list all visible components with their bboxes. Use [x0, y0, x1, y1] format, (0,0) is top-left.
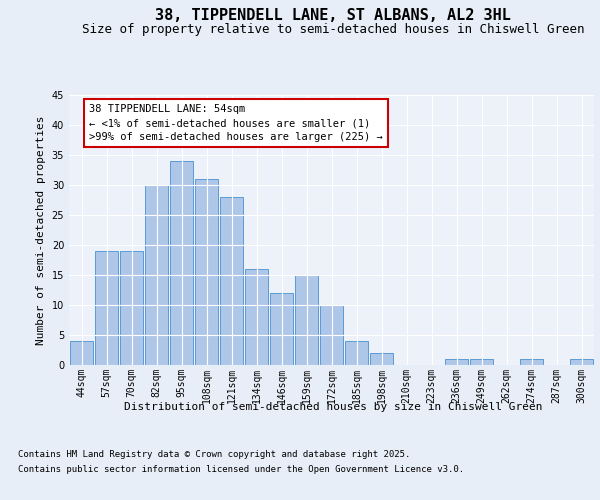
Bar	[245, 269, 268, 365]
Bar	[145, 185, 169, 365]
Bar	[295, 275, 319, 365]
Bar	[320, 305, 343, 365]
Text: 38 TIPPENDELL LANE: 54sqm
← <1% of semi-detached houses are smaller (1)
>99% of : 38 TIPPENDELL LANE: 54sqm ← <1% of semi-…	[89, 104, 383, 142]
Text: Distribution of semi-detached houses by size in Chiswell Green: Distribution of semi-detached houses by …	[124, 402, 542, 412]
Text: Contains public sector information licensed under the Open Government Licence v3: Contains public sector information licen…	[18, 465, 464, 474]
Bar	[269, 293, 293, 365]
Text: Contains HM Land Registry data © Crown copyright and database right 2025.: Contains HM Land Registry data © Crown c…	[18, 450, 410, 459]
Bar	[220, 197, 244, 365]
Bar	[194, 179, 218, 365]
Bar	[95, 251, 118, 365]
Bar	[119, 251, 143, 365]
Bar	[445, 359, 469, 365]
Bar	[344, 341, 368, 365]
Text: Size of property relative to semi-detached houses in Chiswell Green: Size of property relative to semi-detach…	[82, 22, 584, 36]
Bar	[470, 359, 493, 365]
Bar	[520, 359, 544, 365]
Y-axis label: Number of semi-detached properties: Number of semi-detached properties	[36, 116, 46, 345]
Bar	[569, 359, 593, 365]
Text: 38, TIPPENDELL LANE, ST ALBANS, AL2 3HL: 38, TIPPENDELL LANE, ST ALBANS, AL2 3HL	[155, 8, 511, 22]
Bar	[370, 353, 394, 365]
Bar	[70, 341, 94, 365]
Bar	[170, 161, 193, 365]
